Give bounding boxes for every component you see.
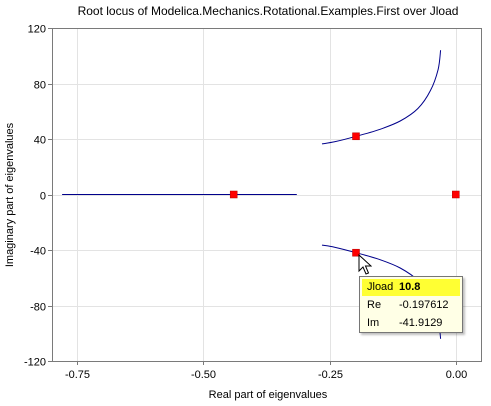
x-tick-label: -0.50 [191, 369, 216, 381]
tooltip-imag-row: Im -41.9129 [362, 315, 460, 332]
eigenvalue-marker-2[interactable] [352, 248, 360, 257]
x-axis-label: Real part of eigenvalues [209, 389, 328, 401]
eigenvalue-markers [229, 132, 460, 257]
y-tick-label: 0 [40, 191, 46, 203]
plot-area [52, 28, 482, 362]
tooltip-imag-value: -41.9129 [399, 317, 443, 329]
tooltip-imag-label: Im [367, 317, 380, 329]
locus-branch-1 [321, 50, 442, 145]
x-tick-label: 0.00 [446, 369, 467, 381]
y-tick-label: 120 [28, 24, 46, 36]
axis-ticks: -0.75 -0.50 -0.25 0.00 -120 -80 -40 0 40 80 120 [24, 24, 467, 382]
chart-title: Root locus of Modelica.Mechanics.Rotatio… [78, 4, 459, 18]
y-tick-label: 40 [34, 135, 46, 147]
tooltip-real-label: Re [367, 299, 382, 311]
tooltip-parameter-value: 10.8 [399, 281, 421, 293]
y-tick-label: -120 [24, 357, 46, 369]
y-tick-label: -80 [30, 302, 46, 314]
tooltip-parameter-name: Jload [367, 281, 394, 293]
y-tick-label: 80 [34, 80, 46, 92]
x-tick-label: -0.25 [318, 369, 343, 381]
eigenvalue-marker-3[interactable] [229, 190, 238, 199]
y-tick-label: -40 [30, 246, 46, 258]
eigenvalue-tooltip: Jload 10.8 Re -0.197612 Im -41.9129 [359, 276, 463, 333]
x-tick-label: -0.75 [65, 369, 90, 381]
tooltip-real-value: -0.197612 [399, 299, 449, 311]
y-axis-label: Imaginary part of eigenvalues [4, 122, 16, 267]
eigenvalue-marker-1[interactable] [352, 132, 360, 141]
mouse-pointer-icon [358, 254, 372, 275]
eigenvalue-marker-4[interactable] [452, 190, 460, 199]
tooltip-real-row: Re -0.197612 [362, 297, 460, 314]
tooltip-parameter-row: Jload 10.8 [362, 279, 460, 296]
